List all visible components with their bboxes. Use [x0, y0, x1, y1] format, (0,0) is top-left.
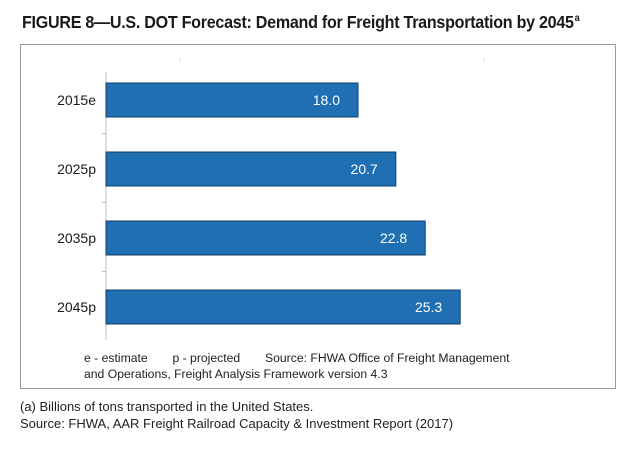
value-label-2045p: 25.3	[415, 299, 442, 315]
value-label-2035p: 22.8	[380, 230, 407, 246]
legend-projected: p - projected	[172, 351, 241, 365]
legend-estimate: e - estimate	[84, 351, 148, 365]
value-label-2025p: 20.7	[351, 161, 378, 177]
bar-2035p	[105, 220, 426, 256]
footnote: (a) Billions of tons transported in the …	[20, 398, 453, 432]
figure-title-text: FIGURE 8—U.S. DOT Forecast: Demand for F…	[22, 12, 574, 32]
bar-2015e	[105, 82, 359, 118]
footnote-line-1: (a) Billions of tons transported in the …	[20, 399, 314, 414]
bar-2025p	[105, 151, 397, 187]
category-label-2035p: 2035p	[57, 230, 96, 246]
category-label-2045p: 2045p	[57, 299, 96, 315]
category-label-2025p: 2025p	[57, 161, 96, 177]
source-line-1: Source: FHWA Office of Freight Managemen…	[264, 351, 510, 365]
notes-line-1: e - estimate p - projected Source: FHWA …	[84, 350, 510, 366]
footnote-line-2: Source: FHWA, AAR Freight Railroad Capac…	[20, 416, 454, 431]
figure-title-superscript: a	[574, 13, 580, 25]
chart-notes: e - estimate p - projected Source: FHWA …	[84, 350, 510, 382]
source-line-2: and Operations, Freight Analysis Framewo…	[84, 367, 388, 381]
value-label-2015e: 18.0	[313, 92, 340, 108]
figure-title: FIGURE 8—U.S. DOT Forecast: Demand for F…	[22, 12, 580, 33]
category-label-2015e: 2015e	[57, 92, 96, 108]
bar-2045p	[105, 289, 461, 325]
